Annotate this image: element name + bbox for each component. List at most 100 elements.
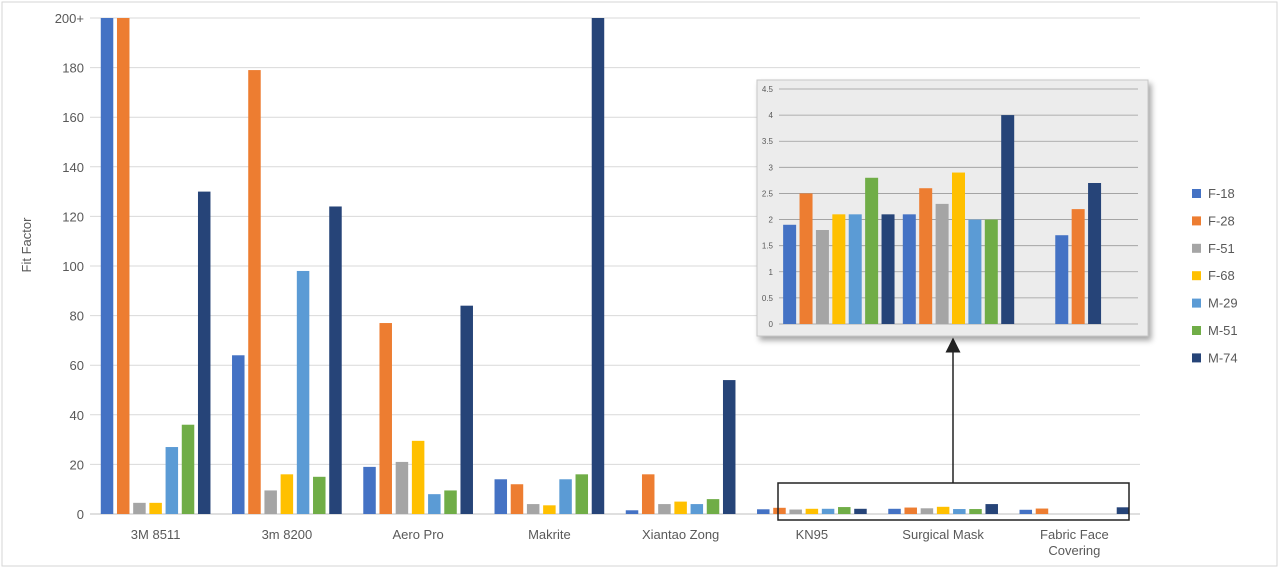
inset-bar: [919, 188, 933, 324]
bar: [232, 355, 245, 514]
bar: [181, 424, 195, 514]
bar: [706, 499, 720, 514]
inset-bar: [1071, 209, 1085, 324]
bar: [953, 509, 966, 514]
legend-swatch: [1192, 216, 1201, 226]
x-tick-label: Makrite: [528, 527, 571, 542]
legend-label: F-28: [1208, 213, 1235, 228]
y-tick-label: 80: [70, 309, 84, 324]
legend-swatch: [1192, 298, 1201, 308]
bar: [773, 507, 786, 514]
main-x-axis: 3M 8511 3m 8200 Aero Pro Makrite Xiantao Zon…: [131, 527, 1109, 558]
bar: [444, 490, 457, 514]
bar: [625, 510, 639, 514]
x-tick-label: Fabric Face Covering: [1040, 527, 1109, 558]
inset-bar: [952, 172, 965, 324]
bar: [591, 18, 605, 514]
x-tick-label: KN95: [796, 527, 829, 542]
bar: [411, 440, 425, 514]
bar: [838, 507, 851, 514]
bar: [920, 508, 934, 514]
inset-bar: [1055, 235, 1069, 324]
bar: [494, 479, 508, 514]
bar: [904, 507, 917, 514]
bar: [1035, 508, 1049, 514]
legend-label: F-68: [1208, 268, 1235, 283]
legend-label: F-51: [1208, 241, 1235, 256]
bar: [757, 509, 770, 514]
inset-y-tick-label: 3.5: [762, 137, 774, 146]
bar: [722, 380, 736, 514]
x-tick-label: Aero Pro: [392, 527, 443, 542]
x-tick-label: 3m 8200: [262, 527, 313, 542]
legend: F-18 F-28 F-51 F-68 M-29 M-51 M-74: [1192, 186, 1238, 365]
inset-bar: [799, 193, 813, 324]
y-tick-label: 200+: [55, 11, 84, 26]
inset-bar: [1088, 183, 1102, 324]
legend-label: M-74: [1208, 350, 1238, 365]
y-tick-label: 60: [70, 358, 84, 373]
bar: [133, 502, 146, 514]
bar: [149, 502, 162, 514]
bar: [821, 508, 835, 514]
bar: [674, 501, 687, 514]
bar: [690, 504, 704, 514]
inset-y-tick-label: 3: [769, 163, 774, 172]
y-axis-label: Fit Factor: [19, 217, 34, 273]
bar: [575, 474, 589, 514]
legend-label: M-51: [1208, 323, 1238, 338]
y-tick-label: 180: [62, 61, 84, 76]
inset-bar: [783, 224, 797, 324]
x-tick-label: Xiantao Zong: [642, 527, 719, 542]
x-tick-label: 3M 8511: [131, 527, 181, 542]
legend-label: F-18: [1208, 186, 1235, 201]
y-tick-label: 100: [62, 259, 84, 274]
bar: [805, 508, 819, 514]
legend-swatch: [1192, 189, 1201, 198]
y-tick-label: 160: [62, 110, 84, 125]
bar: [936, 506, 950, 514]
inset-bar: [815, 230, 829, 324]
inset-chart: 0 0.5 1 1.5 2 2.5 3 3.5 4 4.5: [756, 79, 1149, 337]
bar: [116, 18, 130, 514]
bar: [543, 505, 556, 514]
main-bars: [100, 18, 1130, 515]
bar: [969, 509, 982, 514]
inset-bar: [984, 219, 998, 324]
bar: [1019, 509, 1033, 514]
y-tick-label: 40: [70, 408, 84, 423]
bar: [428, 494, 441, 514]
inset-y-tick-label: 2.5: [762, 189, 774, 198]
inset-y-tick-label: 1.5: [762, 242, 774, 251]
bar: [264, 490, 277, 514]
y-tick-label: 120: [62, 209, 84, 224]
bar: [460, 305, 473, 514]
bar: [379, 323, 392, 514]
bar: [985, 504, 998, 514]
bar: [197, 191, 211, 514]
bar: [888, 508, 901, 514]
bar: [296, 270, 310, 514]
bar: [658, 504, 671, 514]
bar: [100, 18, 114, 514]
legend-swatch: [1192, 243, 1201, 253]
bar: [854, 508, 867, 514]
inset-bar: [881, 214, 895, 324]
inset-y-tick-label: 2: [769, 216, 774, 225]
bar: [313, 476, 326, 514]
bar: [510, 484, 524, 514]
y-tick-label: 0: [77, 507, 84, 522]
inset-bar: [848, 214, 862, 324]
bar: [789, 509, 802, 514]
bar: [280, 474, 294, 514]
inset-y-tick-label: 0: [769, 320, 774, 329]
inset-bar: [968, 219, 982, 324]
bar: [559, 479, 572, 514]
inset-y-tick-label: 4: [769, 111, 774, 120]
inset-bars: [783, 115, 1102, 324]
inset-bar: [935, 203, 949, 324]
bar: [526, 504, 540, 514]
